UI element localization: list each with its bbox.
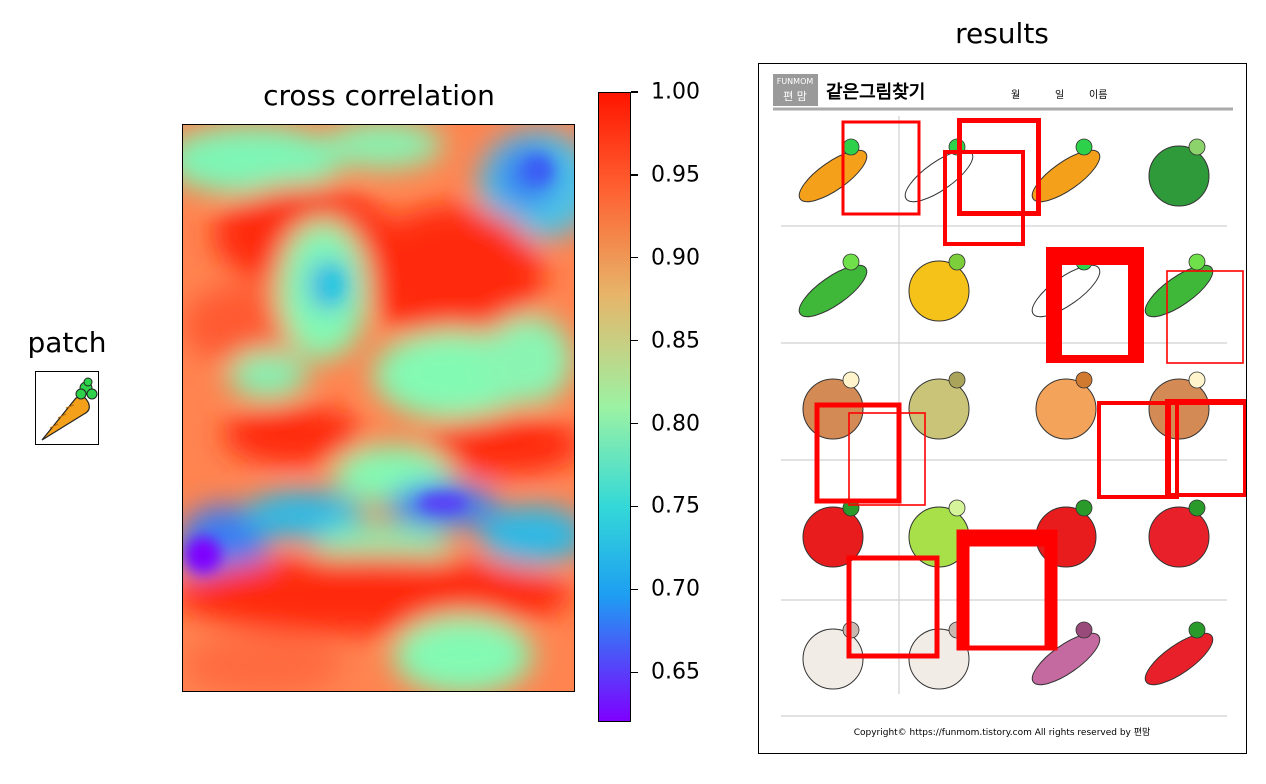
brand-line2: 편 맘 (783, 90, 807, 103)
field-day: 일 (1055, 89, 1064, 101)
chili-icon (1144, 621, 1214, 686)
colorbar (598, 92, 631, 722)
match-box (1056, 259, 1134, 361)
onion-icon (1035, 371, 1097, 440)
colorbar-tick-mark (631, 505, 638, 508)
colorbar-tick-label: 0.90 (651, 245, 700, 271)
colorbar-tick-label: 0.95 (651, 162, 700, 188)
cross-correlation-title: cross correlation (263, 79, 495, 112)
colorbar-tick-label: 0.75 (651, 493, 700, 519)
radish-icon (904, 138, 974, 203)
worksheet-footer: Copyright© https://funmom.tistory.com Al… (854, 726, 1151, 738)
colorbar-tick-mark (631, 91, 638, 93)
colorbar-tick-mark (631, 588, 638, 591)
match-box (957, 118, 1041, 216)
match-box (814, 402, 902, 504)
pepper-icon (1148, 499, 1210, 568)
match-box (943, 150, 1025, 246)
sweet-potato-icon (1031, 621, 1101, 686)
peas-icon (798, 253, 868, 318)
worksheet: FUNMOM 편 맘 같은그림찾기 월 일 이름 Copyright© http… (773, 74, 1246, 738)
colorbar-tick-label: 0.80 (651, 411, 700, 437)
carrot-icon (41, 377, 98, 441)
carrot-icon (798, 138, 868, 203)
brand-line1: FUNMOM (777, 77, 814, 86)
match-box (848, 412, 926, 506)
patch-title: patch (27, 326, 107, 359)
match-box (1166, 270, 1244, 364)
carrot-icon (1031, 138, 1101, 203)
match-box (958, 119, 1040, 215)
match-box (1167, 401, 1246, 497)
match-box (961, 537, 1053, 651)
colorbar-tick-mark (631, 174, 638, 176)
results-title: results (955, 17, 1049, 50)
cabbage-icon (908, 499, 970, 568)
colorbar-tick-label: 1.00 (651, 79, 700, 105)
heatmap-frame (182, 124, 575, 692)
results-frame: FUNMOM 편 맘 같은그림찾기 월 일 이름 Copyright© http… (758, 63, 1247, 754)
tomato-icon (802, 499, 864, 568)
potato-icon (908, 371, 970, 440)
peas-icon (1144, 253, 1214, 318)
colorbar-tick-mark (631, 257, 638, 259)
corn-icon (908, 253, 970, 322)
brand-badge (773, 74, 818, 106)
colorbar-tick-mark (631, 340, 638, 342)
colorbar-tick-label: 0.70 (651, 576, 700, 602)
colorbar-tick-label: 0.85 (651, 328, 700, 354)
match-box (841, 120, 921, 216)
colorbar-tick-mark (631, 422, 638, 425)
field-name: 이름 (1089, 89, 1107, 101)
patch-frame (35, 371, 99, 445)
match-box (958, 533, 1056, 651)
match-box (964, 541, 1050, 651)
colorbar-tick-mark (631, 671, 638, 673)
worksheet-title: 같은그림찾기 (826, 82, 925, 103)
broccoli-icon (1148, 138, 1210, 207)
match-box (1097, 401, 1179, 499)
heatmap (183, 125, 574, 691)
match-box (846, 555, 940, 659)
field-month: 월 (1011, 89, 1020, 101)
colorbar-tick-label: 0.65 (651, 659, 700, 685)
